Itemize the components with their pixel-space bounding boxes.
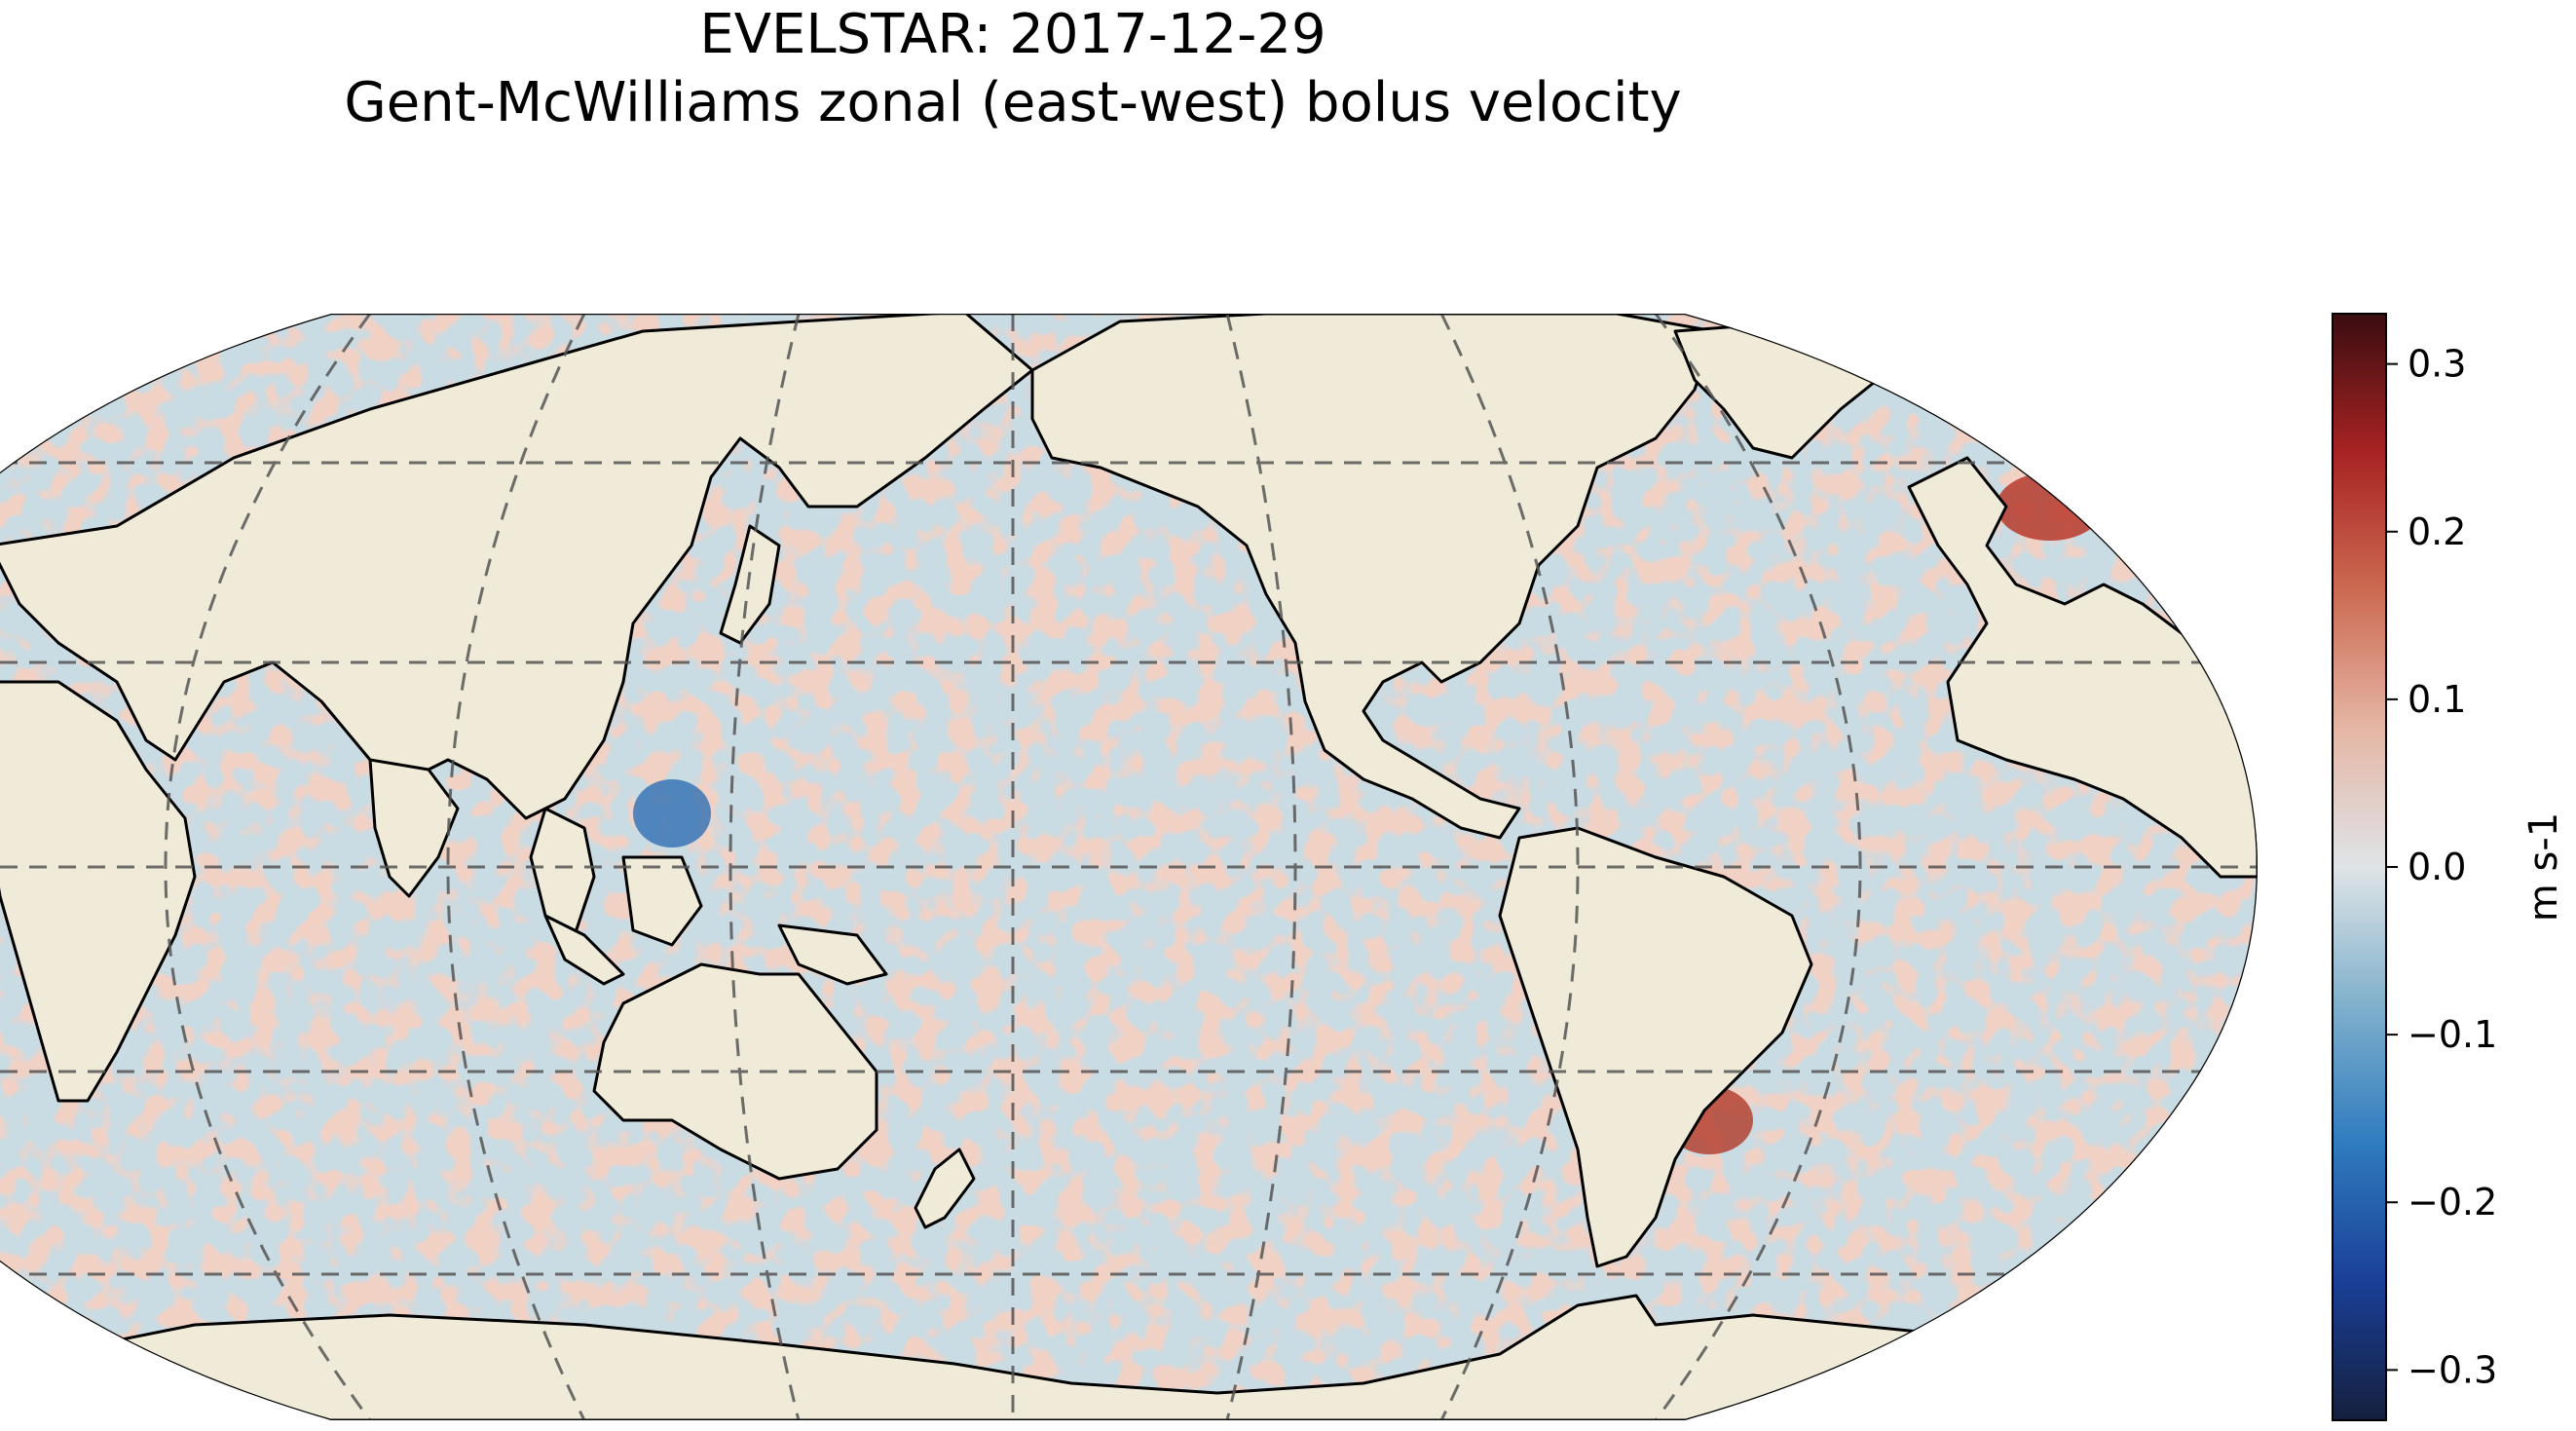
gridline-meridian-east-1 <box>1225 314 1297 1420</box>
land-europe-west <box>1907 456 2258 879</box>
colorbar-tick-label: 0.2 <box>2408 510 2466 553</box>
colorbar-tick-label: 0.3 <box>2408 343 2466 386</box>
gridline-meridian-west-2 <box>446 314 586 1420</box>
map-boundary <box>0 314 2258 1420</box>
colorbar-tick-label: −0.2 <box>2408 1181 2497 1224</box>
map-title: EVELSTAR: 2017-12-29 <box>699 3 1326 66</box>
colorbar-tick-label: −0.1 <box>2408 1013 2497 1056</box>
land-new-zealand <box>914 1148 976 1229</box>
land-africa <box>0 680 197 1103</box>
land-borneo <box>621 855 703 947</box>
gridline-meridian-west-1 <box>728 314 801 1420</box>
gridline-meridian-east-3 <box>1654 314 1862 1420</box>
colorbar-gradient <box>2332 313 2387 1421</box>
gridline-meridian-west-3 <box>164 314 372 1420</box>
land-sumatra <box>543 914 625 986</box>
land-india <box>368 758 460 898</box>
colorbar-tick-label: −0.3 <box>2408 1348 2497 1391</box>
land-new-guinea <box>777 923 888 986</box>
anomaly-blue-bay-of-bengal <box>633 779 711 847</box>
colorbar-tick-label: 0.1 <box>2408 678 2466 721</box>
colorbar-unit-label: m s-1 <box>2521 812 2566 922</box>
colorbar-ticks: 0.3 0.2 0.1 0.0 −0.1 −0.2 −0.3 <box>2386 343 2497 1391</box>
gridline-meridian-east-2 <box>1439 314 1580 1420</box>
map-subtitle: Gent-McWilliams zonal (east-west) bolus … <box>344 71 1682 134</box>
colorbar-tick-label: 0.0 <box>2408 846 2466 888</box>
land-south-america <box>1498 826 1813 1268</box>
